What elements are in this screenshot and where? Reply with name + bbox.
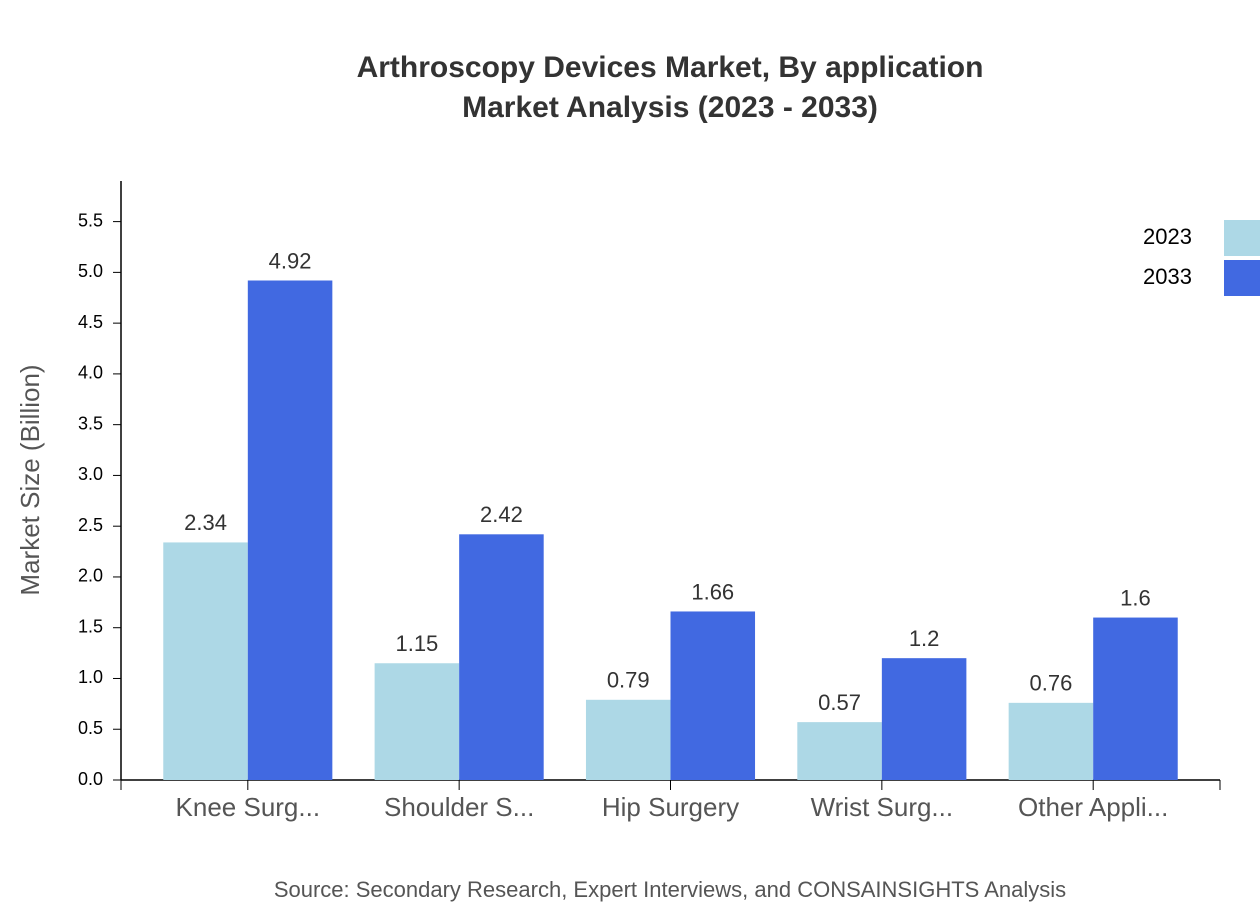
legend-swatch [1224,220,1260,256]
legend-label: 2033 [1143,264,1192,289]
chart-title: Arthroscopy Devices Market, By applicati… [357,51,984,84]
value-label: 4.92 [269,248,312,273]
chart-subtitle: Market Analysis (2023 - 2033) [462,91,878,124]
y-tick-label: 3.5 [78,413,103,433]
x-tick-label: Hip Surgery [602,792,739,822]
y-tick-label: 0.5 [78,718,103,738]
y-tick-label: 0.0 [78,769,103,789]
bar [670,611,756,780]
bar [163,542,248,780]
bar [585,699,671,780]
y-tick-label: 4.0 [78,363,103,383]
bar [881,658,967,780]
value-label: 1.66 [691,579,734,604]
value-label: 0.57 [818,690,861,715]
x-tick-label: Wrist Surg... [811,792,954,822]
legend-label: 2023 [1143,224,1192,249]
value-label: 1.2 [909,626,940,651]
y-axis-label: Market Size (Billion) [15,364,45,595]
bar [374,663,460,780]
value-label: 0.79 [607,668,650,693]
x-tick-label: Knee Surg... [176,792,321,822]
bar [1093,617,1178,780]
y-tick-label: 3.0 [78,464,103,484]
y-tick-label: 1.0 [78,667,103,687]
value-label: 1.6 [1120,585,1151,610]
y-tick-label: 2.5 [78,515,103,535]
y-tick-label: 1.5 [78,616,103,636]
x-tick-label: Shoulder S... [384,792,534,822]
legend-swatch [1224,260,1260,296]
value-label: 0.76 [1030,671,1073,696]
y-tick-label: 5.0 [78,261,103,281]
bar [459,534,544,780]
value-label: 1.15 [395,631,438,656]
x-tick-label: Other Appli... [1018,792,1168,822]
value-label: 2.34 [184,510,227,535]
y-tick-label: 2.0 [78,566,103,586]
y-tick-label: 4.5 [78,312,103,332]
bar [797,722,882,780]
y-tick-label: 5.5 [78,210,103,230]
bar [247,280,333,780]
bar [1008,702,1094,780]
value-label: 2.42 [480,502,523,527]
source-note: Source: Secondary Research, Expert Inter… [274,877,1066,902]
